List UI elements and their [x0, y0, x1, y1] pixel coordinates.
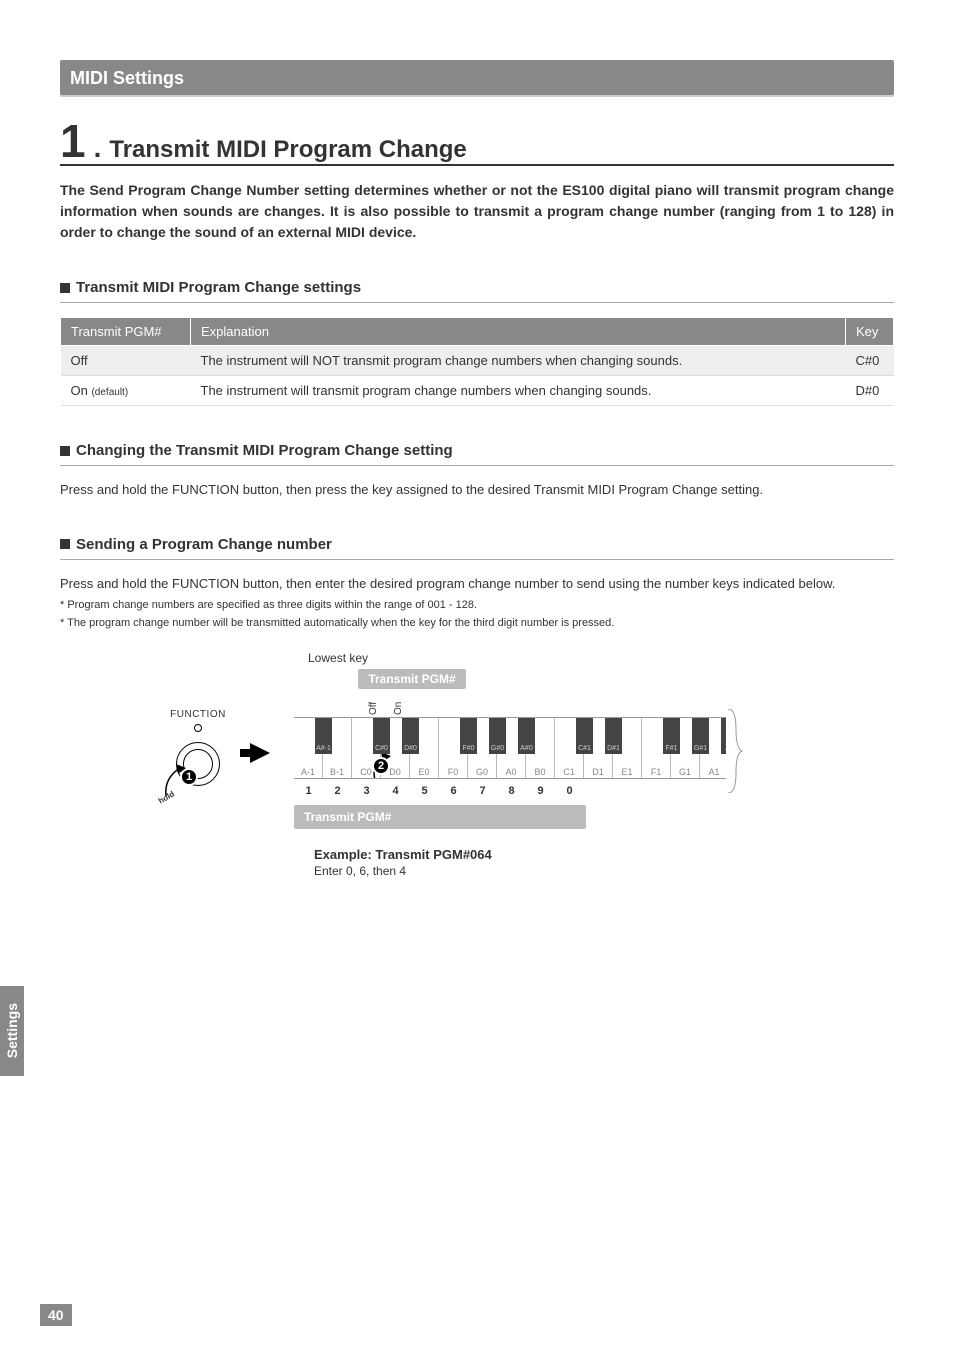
- section-header: MIDI Settings: [60, 60, 894, 95]
- title-number: 1: [60, 121, 86, 162]
- black-key: C#1: [576, 718, 593, 754]
- keyboard-diagram: Lowest key Transmit PGM# Off On A-1B-1C0…: [294, 651, 726, 878]
- number-label: 6: [439, 785, 468, 797]
- example-sub: Enter 0, 6, then 4: [314, 864, 726, 878]
- page-number: 40: [40, 1304, 72, 1326]
- function-button-diagram: FUNCTION 1 hold: [170, 709, 226, 792]
- black-key: A#0: [518, 718, 535, 754]
- curly-brace-icon: [726, 709, 744, 793]
- table-row: Off The instrument will NOT transmit pro…: [61, 346, 894, 376]
- number-label: 7: [468, 785, 497, 797]
- cell-explanation: The instrument will transmit program cha…: [191, 376, 846, 406]
- side-tab-text: Settings: [4, 1003, 20, 1058]
- subhead-3-text: Sending a Program Change number: [76, 536, 332, 553]
- pgm-label-bottom: Transmit PGM#: [294, 805, 586, 829]
- number-label: 4: [381, 785, 410, 797]
- subhead-2: Changing the Transmit MIDI Program Chang…: [60, 442, 894, 466]
- footnote-2: * The program change number will be tran…: [60, 617, 894, 629]
- settings-table: Transmit PGM# Explanation Key Off The in…: [60, 317, 894, 406]
- body-text-3: Press and hold the FUNCTION button, then…: [60, 574, 894, 594]
- number-label: 8: [497, 785, 526, 797]
- arrow-right-icon: [250, 743, 270, 763]
- table-header-row: Transmit PGM# Explanation Key: [61, 318, 894, 346]
- body-text-2: Press and hold the FUNCTION button, then…: [60, 480, 894, 500]
- side-tab: Settings: [0, 986, 24, 1076]
- footnote-1: * Program change numbers are specified a…: [60, 599, 894, 611]
- diagram: FUNCTION 1 hold Lowest key Transmit PGM#…: [60, 651, 894, 878]
- black-key: D#0: [402, 718, 419, 754]
- black-key: G#0: [489, 718, 506, 754]
- subhead-1: Transmit MIDI Program Change settings: [60, 279, 894, 303]
- subhead-1-text: Transmit MIDI Program Change settings: [76, 279, 361, 296]
- black-key: F#1: [663, 718, 680, 754]
- black-key: C#0: [373, 718, 390, 754]
- indicator-led-icon: [194, 724, 202, 732]
- intro-text: The Send Program Change Number setting d…: [60, 180, 894, 243]
- square-marker-icon: [60, 446, 70, 456]
- black-key: D#1: [605, 718, 622, 754]
- square-marker-icon: [60, 539, 70, 549]
- number-label: 0: [555, 785, 584, 797]
- function-label: FUNCTION: [170, 709, 226, 720]
- number-row: 1234567890: [294, 785, 726, 797]
- cell-explanation: The instrument will NOT transmit program…: [191, 346, 846, 376]
- col-header-key: Key: [846, 318, 894, 346]
- title-dot: .: [94, 132, 102, 164]
- number-label: 1: [294, 785, 323, 797]
- subhead-3: Sending a Program Change number: [60, 536, 894, 560]
- pgm-label-top: Transmit PGM#: [358, 669, 466, 689]
- cell-default: (default): [91, 387, 128, 398]
- number-label: 5: [410, 785, 439, 797]
- black-key: F#0: [460, 718, 477, 754]
- col-header-pgm: Transmit PGM#: [61, 318, 191, 346]
- number-label: 3: [352, 785, 381, 797]
- subhead-2-text: Changing the Transmit MIDI Program Chang…: [76, 442, 453, 459]
- vtext-on: On: [393, 695, 404, 715]
- cell-key: C#0: [846, 346, 894, 376]
- square-marker-icon: [60, 283, 70, 293]
- title-text: Transmit MIDI Program Change: [109, 136, 466, 164]
- cell-key: D#0: [846, 376, 894, 406]
- cell-pgm: Off: [71, 353, 88, 368]
- lowest-key-label: Lowest key: [308, 651, 726, 665]
- page-title: 1. Transmit MIDI Program Change: [60, 121, 894, 166]
- black-key: G#1: [692, 718, 709, 754]
- vtext-off: Off: [368, 695, 379, 715]
- col-header-explanation: Explanation: [191, 318, 846, 346]
- keyboard: A-1B-1C0D0E0F0G0A0B0C1D1E1F1G1A1A#-1C#0D…: [294, 717, 726, 779]
- number-label: 9: [526, 785, 555, 797]
- example-title: Example: Transmit PGM#064: [314, 847, 726, 862]
- table-row: On (default) The instrument will transmi…: [61, 376, 894, 406]
- finger-badge-2: 2: [372, 757, 390, 775]
- finger-badge-1: 1: [180, 768, 198, 786]
- hold-label: hold: [157, 789, 176, 805]
- cell-pgm: On: [71, 383, 92, 398]
- black-key: A#-1: [315, 718, 332, 754]
- number-label: 2: [323, 785, 352, 797]
- function-button-icon: 1 hold: [170, 736, 226, 792]
